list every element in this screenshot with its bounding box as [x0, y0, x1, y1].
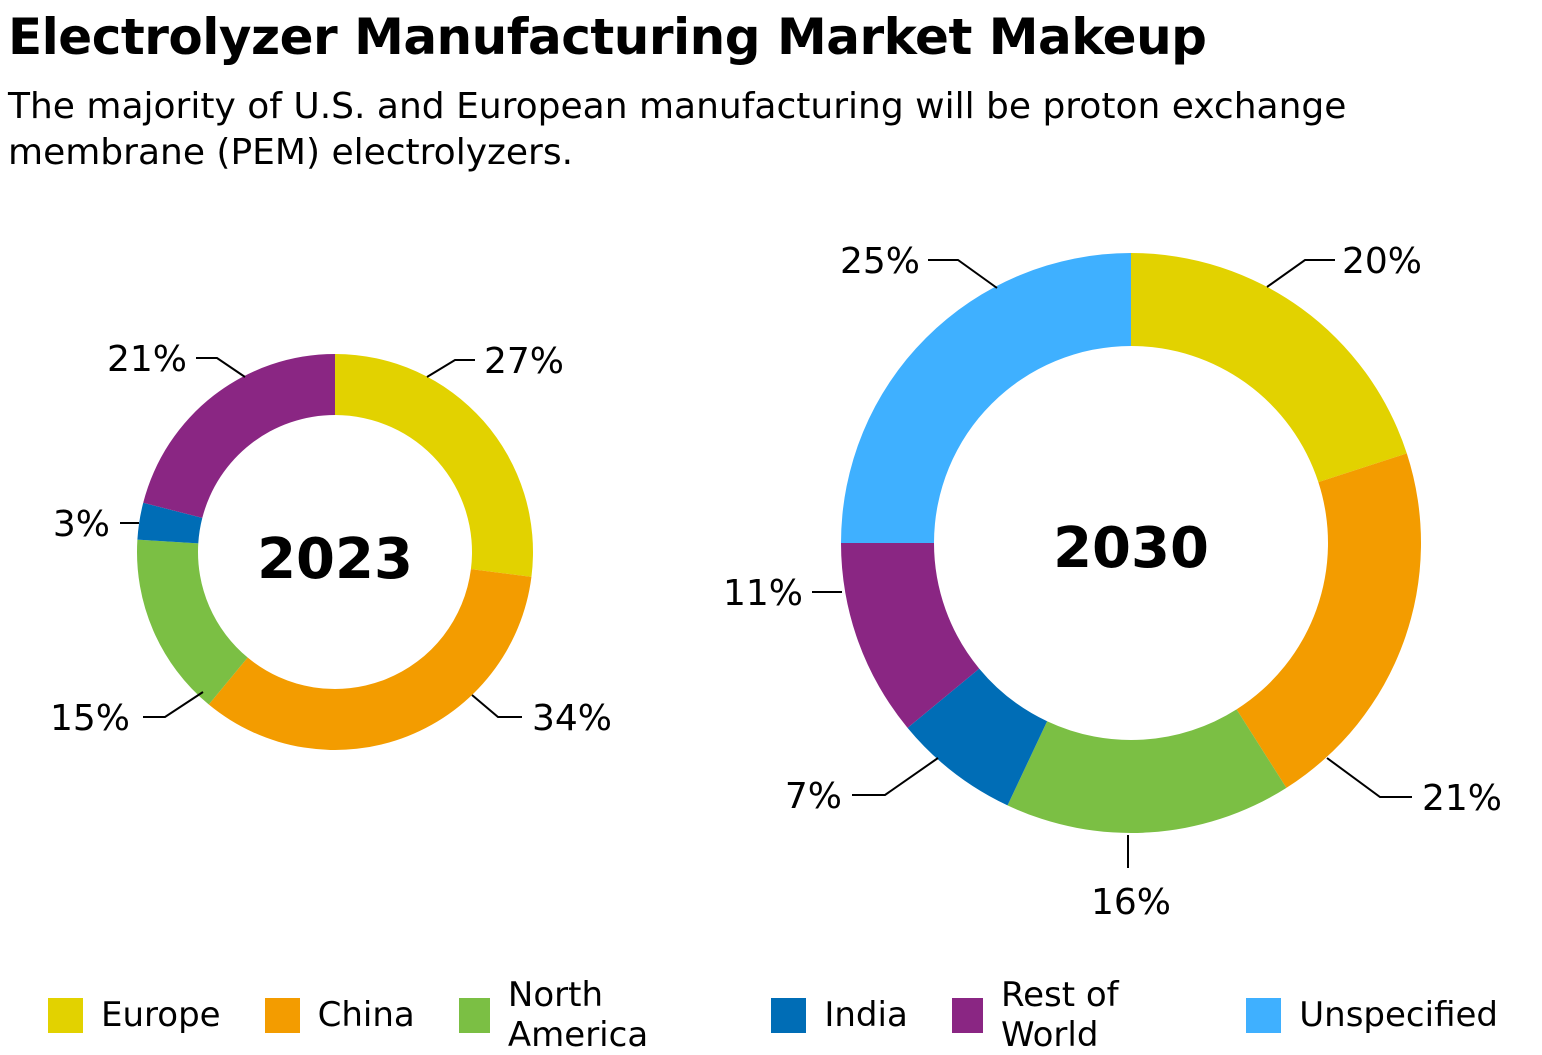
legend: Europe China North America India Rest of… — [48, 975, 1542, 1055]
slice-europe — [1131, 253, 1407, 483]
legend-label: China — [317, 995, 415, 1035]
data-label: 21% — [1422, 778, 1502, 819]
data-label: 11% — [723, 573, 803, 614]
legend-item-india: India — [771, 975, 908, 1055]
leader-line — [928, 259, 998, 289]
slice-china — [1236, 453, 1421, 788]
slice-india — [137, 502, 203, 544]
data-label: 3% — [53, 504, 110, 545]
legend-swatch — [771, 997, 807, 1033]
data-label: 27% — [484, 341, 564, 382]
leader-line — [471, 694, 522, 718]
legend-item-unspecified: Unspecified — [1246, 975, 1498, 1055]
legend-label: North America — [507, 975, 649, 1055]
legend-item-europe: Europe — [48, 975, 221, 1055]
leader-line — [1266, 259, 1335, 288]
leader-line — [1326, 757, 1412, 798]
data-label: 20% — [1342, 241, 1422, 282]
data-label: 7% — [785, 776, 842, 817]
legend-item-rest-of-world: Rest of World — [951, 975, 1202, 1055]
legend-swatch — [458, 997, 490, 1033]
leader-line — [196, 357, 246, 378]
data-label: 21% — [107, 339, 187, 380]
data-label: 16% — [1091, 882, 1171, 923]
donut-2030: 20% 21% 16% 7% 11% 25% 2030 — [723, 241, 1502, 923]
data-label: 25% — [840, 241, 920, 282]
slice-india — [907, 668, 1048, 806]
legend-swatch — [264, 997, 300, 1033]
leader-line — [426, 359, 475, 378]
center-label: 2030 — [1053, 516, 1209, 581]
slice-north-america — [136, 539, 248, 705]
slice-unspecified — [841, 253, 1131, 543]
center-label: 2023 — [257, 527, 413, 592]
data-label: 34% — [532, 698, 612, 739]
legend-label: Europe — [101, 995, 221, 1035]
slice-europe — [335, 354, 533, 577]
data-label: 15% — [50, 698, 130, 739]
legend-label: Unspecified — [1299, 995, 1498, 1035]
legend-label: India — [824, 995, 908, 1035]
slice-china — [208, 569, 532, 750]
legend-item-china: China — [264, 975, 415, 1055]
legend-item-north-america: North America — [458, 975, 728, 1055]
donut-2023: 27% 34% 15% 3% 21% 2023 — [50, 339, 612, 750]
leader-line — [852, 757, 939, 796]
legend-label: Rest of World — [1001, 975, 1119, 1055]
slice-north-america — [1007, 709, 1287, 833]
slice-rest-of-world — [841, 543, 980, 728]
leader-line — [143, 691, 204, 718]
legend-swatch — [951, 997, 983, 1033]
chart-title: Electrolyzer Manufacturing Market Makeup — [8, 8, 1207, 66]
legend-swatch — [1246, 997, 1282, 1033]
slice-rest-of-world — [143, 353, 335, 518]
chart-subtitle: The majority of U.S. and European manufa… — [8, 86, 1347, 173]
legend-swatch — [48, 997, 83, 1033]
